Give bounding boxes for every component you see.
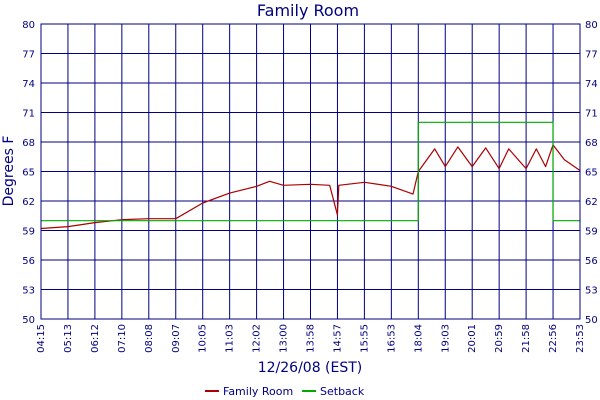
y-tick-label-left: 80 bbox=[22, 20, 35, 31]
x-tick-label: 11:03 bbox=[225, 324, 236, 353]
x-tick-label: 09:07 bbox=[171, 324, 182, 353]
y-tick-label-right: 68 bbox=[585, 138, 598, 149]
x-tick-label: 05:13 bbox=[63, 324, 74, 353]
series-layer bbox=[40, 121, 581, 230]
x-tick-label: 15:55 bbox=[359, 324, 370, 353]
y-tick-label-left: 50 bbox=[22, 315, 35, 326]
y-tick-label-right: 65 bbox=[585, 168, 598, 179]
y-tick-label-right: 53 bbox=[585, 286, 598, 297]
x-tick-label: 10:05 bbox=[198, 324, 209, 353]
x-tick-label: 16:53 bbox=[386, 324, 397, 353]
y-tick-label-right: 77 bbox=[585, 50, 598, 61]
x-tick-label: 19:03 bbox=[440, 324, 451, 353]
legend-label-family-room: Family Room bbox=[223, 385, 293, 398]
y-tick-label-left: 62 bbox=[22, 197, 35, 208]
legend-label-setback: Setback bbox=[320, 385, 365, 398]
x-tick-labels: 04:15 05:13 06:12 07:10 08:08 09:07 10:05 11:03… bbox=[36, 324, 586, 353]
x-tick-label: 20:59 bbox=[494, 324, 505, 353]
y-tick-label-right: 80 bbox=[585, 20, 598, 31]
series-line-setback bbox=[41, 121, 580, 222]
y-tick-label-right: 56 bbox=[585, 256, 598, 267]
x-tick-label: 13:00 bbox=[279, 324, 290, 353]
y-tick-label-left: 68 bbox=[22, 138, 35, 149]
y-tick-label-left: 74 bbox=[22, 79, 35, 90]
y-tick-label-right: 59 bbox=[585, 227, 598, 238]
y-tick-label-left: 65 bbox=[22, 168, 35, 179]
y-tick-labels: 50 50 53 53 56 56 59 59 62 62 65 65 68 68 71 71 74 74 77 77… bbox=[22, 20, 597, 326]
y-tick-label-right: 71 bbox=[585, 109, 598, 120]
x-tick-label: 04:15 bbox=[36, 324, 47, 353]
x-tick-label: 14:57 bbox=[332, 324, 343, 353]
x-tick-label: 23:53 bbox=[575, 324, 586, 353]
grid bbox=[40, 23, 581, 320]
y-tick-label-right: 50 bbox=[585, 315, 598, 326]
y-tick-label-left: 53 bbox=[22, 286, 35, 297]
x-axis-label: 12/26/08 (EST) bbox=[258, 360, 363, 376]
y-tick-label-right: 74 bbox=[585, 79, 598, 90]
x-tick-label: 08:08 bbox=[144, 324, 155, 353]
y-tick-label-left: 56 bbox=[22, 256, 35, 267]
plot-frame bbox=[40, 23, 581, 320]
x-tick-label: 07:10 bbox=[117, 324, 128, 353]
y-axis-label: Degrees F bbox=[1, 136, 17, 207]
x-tick-label: 06:12 bbox=[90, 324, 101, 353]
y-tick-label-left: 77 bbox=[22, 50, 35, 61]
x-tick-label: 12:02 bbox=[252, 324, 263, 353]
x-tick-label: 22:56 bbox=[548, 324, 559, 353]
x-tick-label: 13:58 bbox=[306, 324, 317, 353]
x-tick-label: 18:04 bbox=[413, 324, 424, 353]
x-tick-label: 20:01 bbox=[467, 324, 478, 353]
x-tick-label: 21:58 bbox=[521, 324, 532, 353]
series-line-family-room bbox=[40, 144, 581, 230]
y-tick-label-left: 59 bbox=[22, 227, 35, 238]
y-tick-label-left: 71 bbox=[22, 109, 35, 120]
chart-title: Family Room bbox=[257, 1, 359, 20]
legend: Family Room Setback bbox=[205, 385, 365, 398]
y-tick-label-right: 62 bbox=[585, 197, 598, 208]
